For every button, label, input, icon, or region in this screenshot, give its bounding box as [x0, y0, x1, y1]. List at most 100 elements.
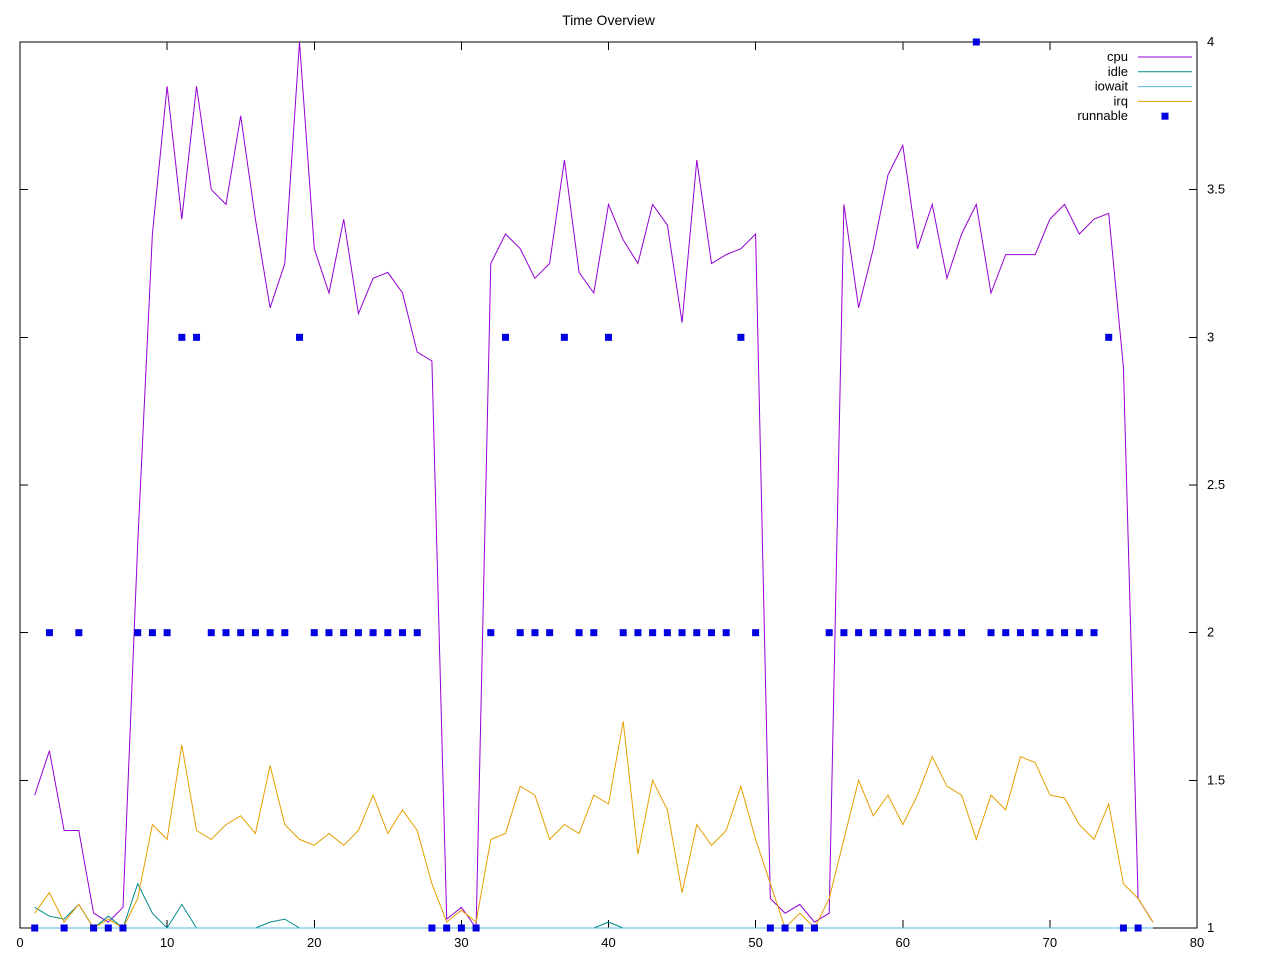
runnable-point — [693, 629, 701, 637]
y-tick-label: 4 — [1207, 34, 1214, 49]
runnable-point — [1061, 629, 1069, 637]
runnable-point — [325, 629, 333, 637]
runnable-point — [796, 924, 804, 932]
runnable-point — [384, 629, 392, 637]
runnable-point — [1105, 333, 1113, 341]
series-line-cpu — [34, 41, 1154, 930]
runnable-point — [1090, 629, 1098, 637]
legend-label-iowait: iowait — [1095, 79, 1129, 94]
runnable-point — [516, 629, 524, 637]
series-line-irq — [34, 721, 1154, 929]
runnable-point — [251, 629, 259, 637]
runnable-point — [943, 629, 951, 637]
runnable-point — [928, 629, 936, 637]
runnable-point — [634, 629, 642, 637]
runnable-point — [369, 629, 377, 637]
x-tick-label: 50 — [748, 935, 762, 950]
runnable-point — [972, 38, 980, 46]
runnable-point — [546, 629, 554, 637]
legend-sample-runnable — [1161, 112, 1169, 120]
runnable-point — [869, 629, 877, 637]
runnable-point — [619, 629, 627, 637]
runnable-point — [472, 924, 480, 932]
runnable-point — [31, 924, 39, 932]
runnable-point — [148, 629, 156, 637]
chart-title: Time Overview — [562, 12, 655, 28]
runnable-point — [163, 629, 171, 637]
runnable-point — [178, 333, 186, 341]
x-tick-label: 40 — [601, 935, 615, 950]
runnable-point — [663, 629, 671, 637]
runnable-point — [678, 629, 686, 637]
y-tick-label: 3.5 — [1207, 182, 1225, 197]
runnable-point — [899, 629, 907, 637]
legend-label-cpu: cpu — [1107, 49, 1128, 64]
runnable-point — [457, 924, 465, 932]
y-tick-label: 3 — [1207, 329, 1214, 344]
x-tick-label: 10 — [160, 935, 174, 950]
runnable-point — [502, 333, 510, 341]
runnable-point — [531, 629, 539, 637]
x-tick-label: 20 — [307, 935, 321, 950]
runnable-point — [840, 629, 848, 637]
runnable-point — [119, 924, 127, 932]
runnable-point — [649, 629, 657, 637]
runnable-point — [222, 629, 230, 637]
runnable-point — [340, 629, 348, 637]
runnable-point — [913, 629, 921, 637]
runnable-point — [1075, 629, 1083, 637]
series-line-idle — [34, 882, 1153, 929]
runnable-point — [1002, 629, 1010, 637]
legend-label-idle: idle — [1108, 64, 1128, 79]
runnable-point — [1046, 629, 1054, 637]
runnable-point — [605, 333, 612, 341]
runnable-point — [560, 333, 568, 341]
legend-label-irq: irq — [1114, 93, 1128, 108]
runnable-point — [958, 629, 966, 637]
runnable-point — [281, 629, 289, 637]
runnable-point — [707, 629, 715, 637]
runnable-point — [590, 629, 598, 637]
runnable-point — [1119, 924, 1127, 932]
runnable-point — [443, 924, 451, 932]
x-tick-label: 30 — [454, 935, 468, 950]
y-tick-label: 2 — [1207, 625, 1214, 640]
runnable-point — [104, 924, 112, 932]
runnable-point — [60, 924, 68, 932]
y-tick-label: 1 — [1207, 920, 1214, 935]
runnable-point — [310, 629, 318, 637]
runnable-point — [884, 629, 892, 637]
runnable-point — [354, 629, 362, 637]
runnable-point — [737, 333, 745, 341]
x-tick-label: 0 — [16, 935, 23, 950]
runnable-point — [193, 333, 201, 341]
runnable-point — [428, 924, 436, 932]
runnable-point — [855, 629, 863, 637]
runnable-point — [781, 924, 789, 932]
runnable-point — [1134, 924, 1142, 932]
x-tick-label: 80 — [1190, 935, 1204, 950]
runnable-point — [987, 629, 995, 637]
runnable-point — [237, 629, 245, 637]
runnable-point — [766, 924, 774, 932]
y-tick-label: 2.5 — [1207, 477, 1225, 492]
runnable-point — [487, 629, 495, 637]
runnable-point — [413, 629, 421, 637]
runnable-point — [45, 629, 53, 637]
runnable-point — [90, 924, 98, 932]
runnable-point — [575, 629, 583, 637]
legend-label-runnable: runnable — [1077, 108, 1128, 123]
runnable-point — [399, 629, 407, 637]
runnable-point — [810, 924, 818, 932]
runnable-point — [207, 629, 215, 637]
runnable-point — [134, 629, 142, 637]
runnable-point — [75, 629, 83, 637]
runnable-point — [1031, 629, 1039, 637]
x-tick-label: 70 — [1043, 935, 1057, 950]
runnable-point — [825, 629, 833, 637]
runnable-point — [722, 629, 730, 637]
runnable-point — [1016, 629, 1024, 637]
